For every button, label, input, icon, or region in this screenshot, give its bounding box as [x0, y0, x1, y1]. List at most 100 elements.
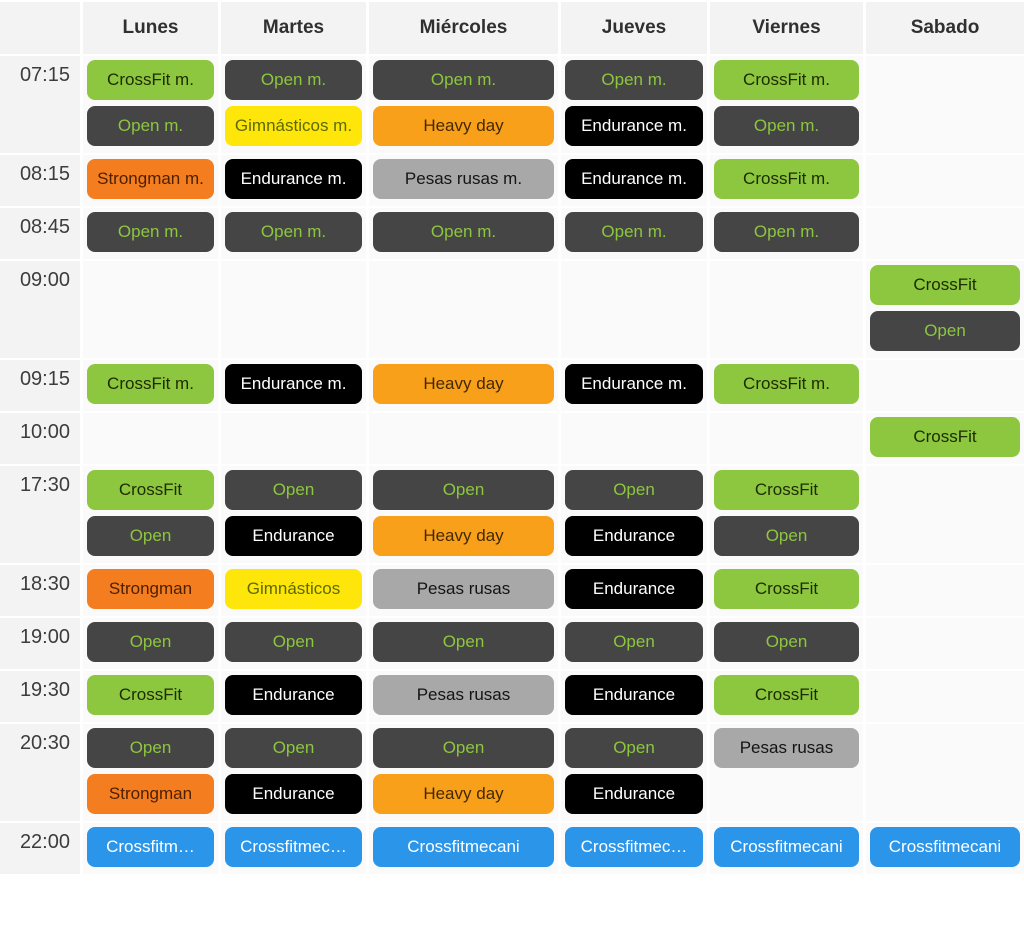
event-pill-gimnasticos[interactable]: Gimnásticos m.	[225, 106, 362, 146]
cell-jueves-0715: Open m. Endurance m.	[561, 56, 707, 153]
cell-viernes-2030: Pesas rusas	[710, 724, 863, 821]
event-pill-open[interactable]: Open m.	[714, 212, 859, 252]
event-pill-heavy[interactable]: Heavy day	[373, 516, 554, 556]
cell-lunes-1900: Open	[83, 618, 218, 669]
event-pill-open[interactable]: Open	[87, 728, 214, 768]
cell-viernes-1900: Open	[710, 618, 863, 669]
cell-miercoles-1000	[369, 413, 558, 464]
event-pill-mecani[interactable]: Crossfitm…	[87, 827, 214, 867]
event-pill-crossfit[interactable]: CrossFit	[870, 417, 1020, 457]
event-pill-pesas[interactable]: Pesas rusas	[714, 728, 859, 768]
event-pill-heavy[interactable]: Heavy day	[373, 774, 554, 814]
cell-lunes-0815: Strongman m.	[83, 155, 218, 206]
event-pill-endurance[interactable]: Endurance	[225, 774, 362, 814]
event-pill-endurance[interactable]: Endurance m.	[225, 364, 362, 404]
event-pill-heavy[interactable]: Heavy day	[373, 106, 554, 146]
event-pill-strongman[interactable]: Strongman	[87, 774, 214, 814]
event-pill-pesas[interactable]: Pesas rusas	[373, 569, 554, 609]
event-pill-endurance[interactable]: Endurance	[565, 774, 703, 814]
event-pill-endurance[interactable]: Endurance	[565, 516, 703, 556]
event-pill-crossfit[interactable]: CrossFit m.	[714, 159, 859, 199]
cell-lunes-1730: CrossFit Open	[83, 466, 218, 563]
cell-sabado-0815	[866, 155, 1024, 206]
event-pill-crossfit[interactable]: CrossFit m.	[714, 364, 859, 404]
event-pill-endurance[interactable]: Endurance	[225, 675, 362, 715]
cell-jueves-1000	[561, 413, 707, 464]
cell-martes-0845: Open m.	[221, 208, 366, 259]
cell-jueves-1730: Open Endurance	[561, 466, 707, 563]
event-pill-open[interactable]: Open	[565, 728, 703, 768]
cell-lunes-1000	[83, 413, 218, 464]
event-pill-open[interactable]: Open	[87, 622, 214, 662]
event-pill-crossfit[interactable]: CrossFit	[714, 470, 859, 510]
cell-sabado-2030	[866, 724, 1024, 821]
event-pill-open[interactable]: Open	[870, 311, 1020, 351]
event-pill-mecani[interactable]: Crossfitmecani	[714, 827, 859, 867]
event-pill-mecani[interactable]: Crossfitmec…	[225, 827, 362, 867]
cell-jueves-0815: Endurance m.	[561, 155, 707, 206]
event-pill-open[interactable]: Open m.	[87, 106, 214, 146]
event-pill-open[interactable]: Open m.	[225, 212, 362, 252]
event-pill-crossfit[interactable]: CrossFit m.	[87, 364, 214, 404]
event-pill-open[interactable]: Open	[714, 622, 859, 662]
cell-lunes-2200: Crossfitm…	[83, 823, 218, 874]
event-pill-open[interactable]: Open	[373, 622, 554, 662]
event-pill-open[interactable]: Open m.	[225, 60, 362, 100]
cell-miercoles-0915: Heavy day	[369, 360, 558, 411]
event-pill-endurance[interactable]: Endurance	[565, 675, 703, 715]
event-pill-crossfit[interactable]: CrossFit	[714, 569, 859, 609]
cell-sabado-1930	[866, 671, 1024, 722]
event-pill-endurance[interactable]: Endurance m.	[565, 364, 703, 404]
event-pill-open[interactable]: Open	[225, 470, 362, 510]
cell-viernes-2200: Crossfitmecani	[710, 823, 863, 874]
event-pill-crossfit[interactable]: CrossFit	[714, 675, 859, 715]
event-pill-crossfit[interactable]: CrossFit m.	[714, 60, 859, 100]
time-label: 22:00	[0, 823, 80, 874]
day-header-miercoles: Miércoles	[369, 2, 558, 54]
time-label: 20:30	[0, 724, 80, 821]
event-pill-mecani[interactable]: Crossfitmecani	[373, 827, 554, 867]
event-pill-open[interactable]: Open m.	[565, 212, 703, 252]
event-pill-crossfit[interactable]: CrossFit m.	[87, 60, 214, 100]
time-label: 10:00	[0, 413, 80, 464]
event-pill-crossfit[interactable]: CrossFit	[87, 675, 214, 715]
event-pill-open[interactable]: Open	[373, 728, 554, 768]
time-label: 09:00	[0, 261, 80, 358]
event-pill-strongman[interactable]: Strongman m.	[87, 159, 214, 199]
event-pill-gimnasticos[interactable]: Gimnásticos	[225, 569, 362, 609]
cell-viernes-1930: CrossFit	[710, 671, 863, 722]
event-pill-open[interactable]: Open	[225, 728, 362, 768]
event-pill-open[interactable]: Open	[225, 622, 362, 662]
event-pill-open[interactable]: Open	[565, 622, 703, 662]
event-pill-open[interactable]: Open	[714, 516, 859, 556]
cell-miercoles-2030: Open Heavy day	[369, 724, 558, 821]
event-pill-open[interactable]: Open m.	[87, 212, 214, 252]
event-pill-open[interactable]: Open	[87, 516, 214, 556]
event-pill-endurance[interactable]: Endurance	[565, 569, 703, 609]
event-pill-open[interactable]: Open	[565, 470, 703, 510]
cell-jueves-1930: Endurance	[561, 671, 707, 722]
event-pill-endurance[interactable]: Endurance m.	[565, 106, 703, 146]
cell-lunes-1830: Strongman	[83, 565, 218, 616]
event-pill-endurance[interactable]: Endurance m.	[565, 159, 703, 199]
event-pill-endurance[interactable]: Endurance m.	[225, 159, 362, 199]
event-pill-mecani[interactable]: Crossfitmec…	[565, 827, 703, 867]
cell-miercoles-2200: Crossfitmecani	[369, 823, 558, 874]
cell-jueves-1900: Open	[561, 618, 707, 669]
event-pill-strongman[interactable]: Strongman	[87, 569, 214, 609]
event-pill-pesas[interactable]: Pesas rusas m.	[373, 159, 554, 199]
event-pill-mecani[interactable]: Crossfitmecani	[870, 827, 1020, 867]
cell-martes-0715: Open m. Gimnásticos m.	[221, 56, 366, 153]
event-pill-open[interactable]: Open	[373, 470, 554, 510]
event-pill-heavy[interactable]: Heavy day	[373, 364, 554, 404]
cell-jueves-2030: Open Endurance	[561, 724, 707, 821]
cell-miercoles-1830: Pesas rusas	[369, 565, 558, 616]
event-pill-open[interactable]: Open m.	[714, 106, 859, 146]
event-pill-open[interactable]: Open m.	[565, 60, 703, 100]
event-pill-open[interactable]: Open m.	[373, 60, 554, 100]
event-pill-open[interactable]: Open m.	[373, 212, 554, 252]
event-pill-endurance[interactable]: Endurance	[225, 516, 362, 556]
event-pill-pesas[interactable]: Pesas rusas	[373, 675, 554, 715]
event-pill-crossfit[interactable]: CrossFit	[87, 470, 214, 510]
event-pill-crossfit[interactable]: CrossFit	[870, 265, 1020, 305]
